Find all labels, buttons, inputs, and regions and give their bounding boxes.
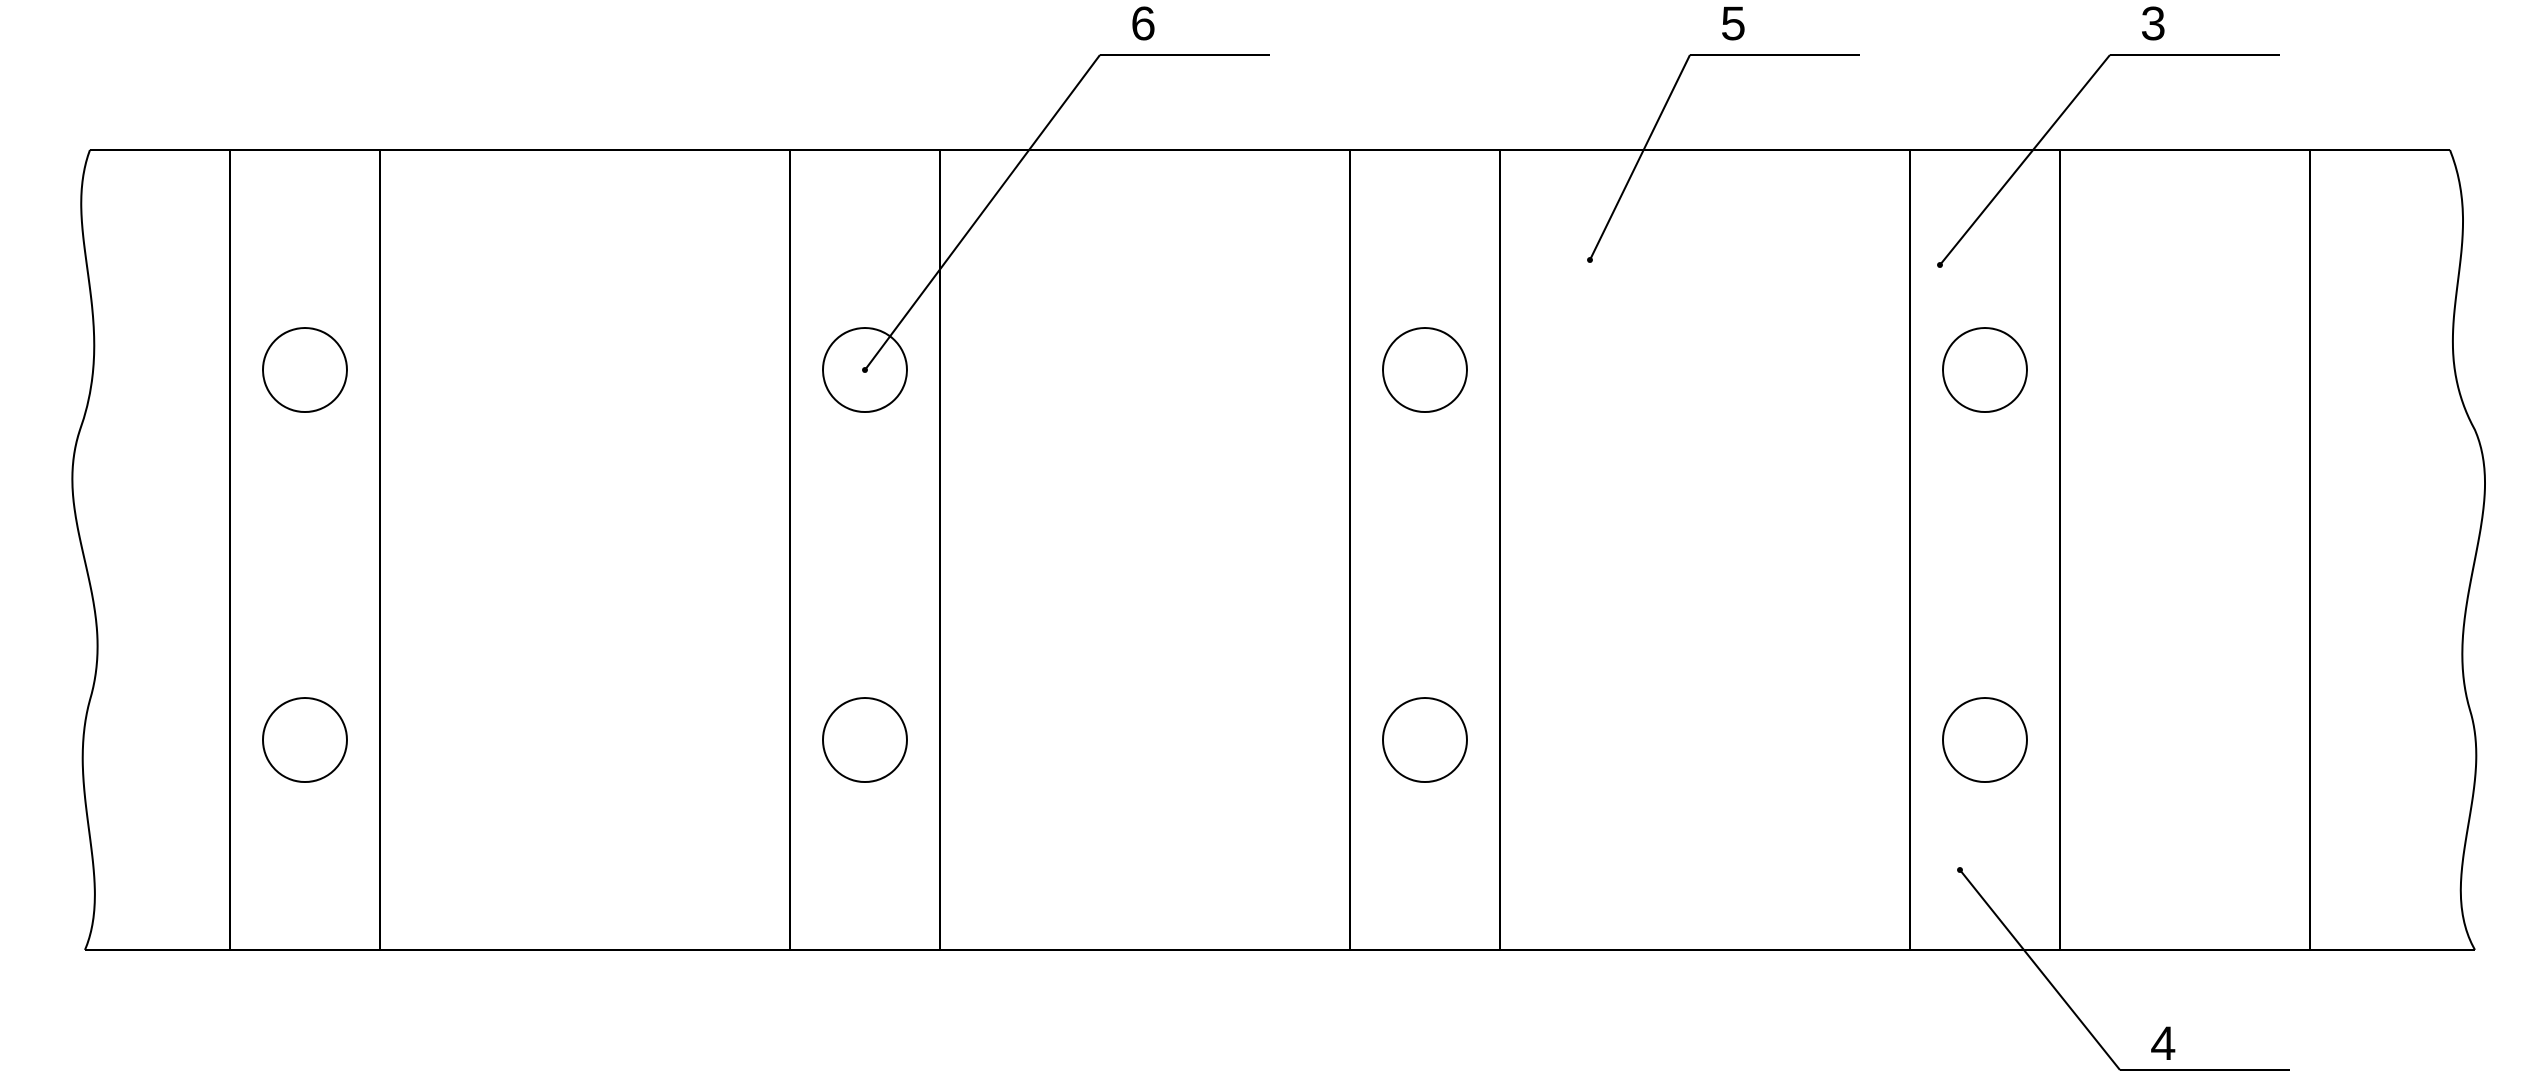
leader-3-label: 3 (2140, 0, 2167, 51)
leader-3-tick (1937, 262, 1943, 268)
leader-5-label: 5 (1720, 0, 1747, 51)
leader-6-label: 6 (1130, 0, 1157, 51)
leader-4-label: 4 (2150, 1018, 2177, 1071)
leader-4-tick (1957, 867, 1963, 873)
leader-6-tick (862, 367, 868, 373)
engineering-diagram: 6 5 3 4 (0, 0, 2540, 1081)
leader-5-tick (1587, 257, 1593, 263)
